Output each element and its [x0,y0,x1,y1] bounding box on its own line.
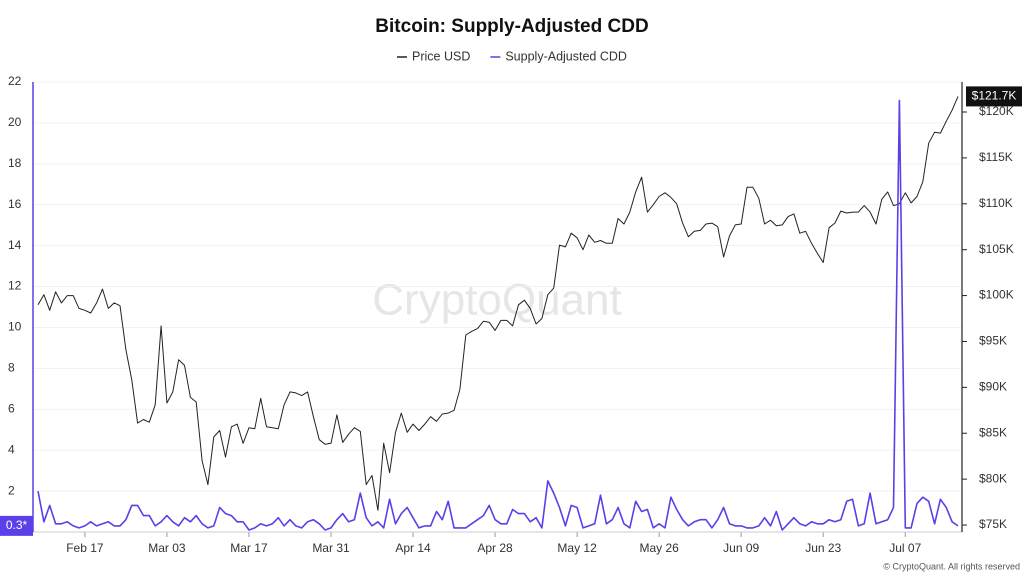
y-tick-label: 14 [8,238,22,252]
y-tick-label: 12 [8,279,22,293]
last-value-box [966,86,1022,107]
y2-tick-label: $80K [979,471,1007,485]
x-tick-label: Mar 03 [148,541,186,555]
y2-tick-label: $95K [979,334,1007,348]
watermark: CryptoQuant [372,276,621,325]
y2-tick-label: $105K [979,242,1014,256]
y-tick-label: 8 [8,361,15,375]
x-tick-label: May 12 [557,541,597,555]
y2-tick-label: $100K [979,288,1014,302]
y-tick-label: 18 [8,156,22,170]
y2-tick-label: $75K [979,517,1007,531]
last-value-label: $121.7K [972,89,1017,103]
last-value-label: 0.3* [6,518,28,532]
y-tick-label: 4 [8,442,15,456]
y-tick-label: 2 [8,483,15,497]
y2-tick-label: $90K [979,380,1007,394]
x-tick-label: Jun 23 [805,541,841,555]
legend-label: Supply-Adjusted CDD [505,49,627,63]
series-line [37,99,959,531]
y2-tick-label: $120K [979,104,1014,118]
x-tick-label: Mar 31 [312,541,350,555]
x-tick-label: Feb 17 [66,541,104,555]
x-tick-label: Apr 28 [477,541,513,555]
footer: © CryptoQuant. All rights reserved [883,561,1020,571]
y-tick-label: 6 [8,401,15,415]
y-tick-label: 10 [8,320,22,334]
y2-tick-label: $110K [979,196,1013,210]
last-value-box [0,515,33,536]
y-tick-label: 16 [8,197,22,211]
x-tick-label: May 26 [639,541,679,555]
chart-title: Bitcoin: Supply-Adjusted CDD [375,16,648,37]
series-line [37,96,959,511]
x-tick-label: Mar 17 [230,541,268,555]
x-tick-label: Jun 09 [723,541,759,555]
x-tick-label: Apr 14 [395,541,431,555]
x-tick-label: Jul 07 [889,541,921,555]
y-tick-label: 22 [8,74,22,88]
legend-label: Price USD [412,49,470,63]
y2-tick-label: $115K [979,150,1013,164]
y-tick-label: 20 [8,115,22,129]
y2-tick-label: $85K [979,425,1007,439]
